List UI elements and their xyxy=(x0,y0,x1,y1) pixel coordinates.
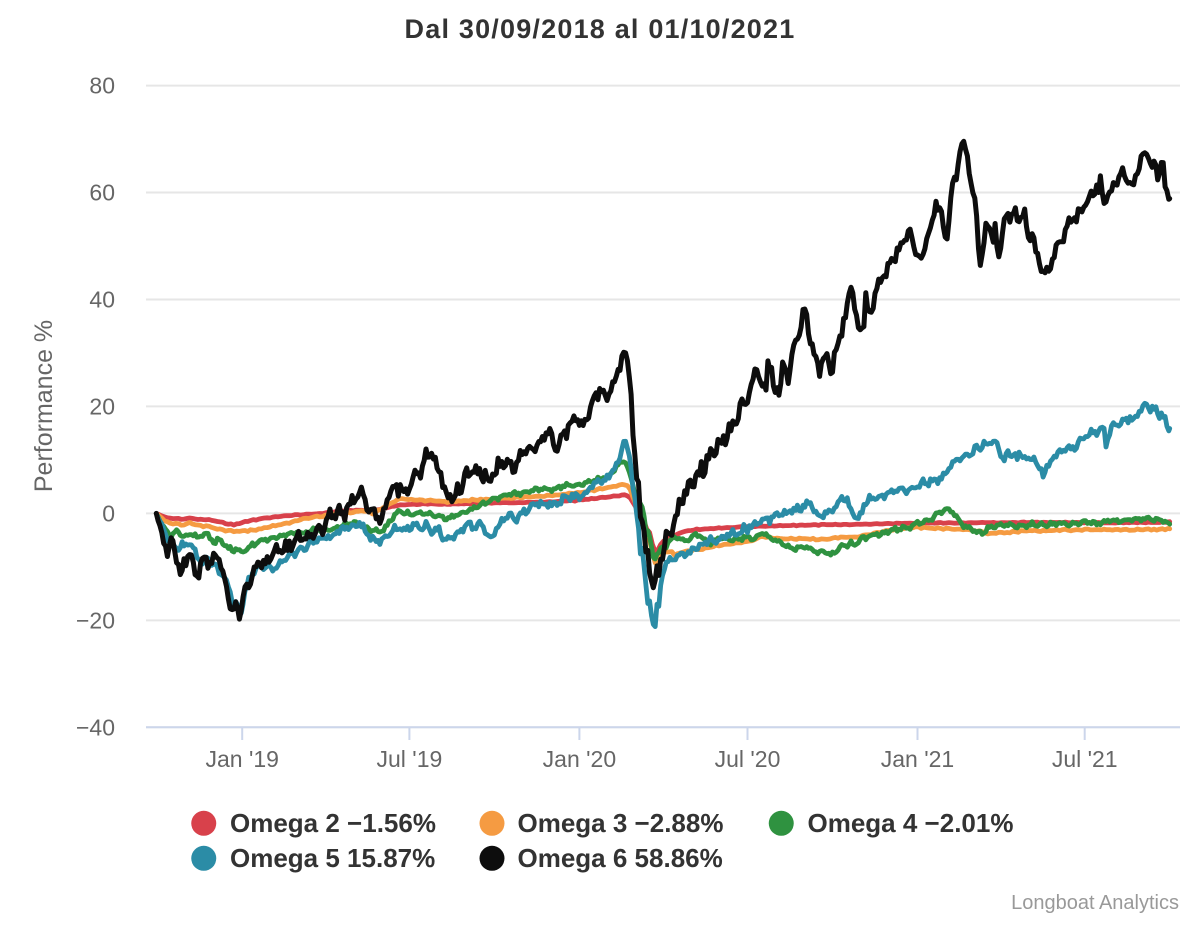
svg-text:Longboat Analytics: Longboat Analytics xyxy=(1011,892,1179,914)
svg-text:20: 20 xyxy=(89,393,115,419)
svg-text:80: 80 xyxy=(89,73,115,99)
svg-text:Jan '19: Jan '19 xyxy=(205,746,278,772)
svg-text:−40: −40 xyxy=(76,714,115,740)
svg-text:−20: −20 xyxy=(76,607,115,633)
svg-text:0: 0 xyxy=(102,500,115,526)
svg-text:Jul '20: Jul '20 xyxy=(715,746,781,772)
svg-text:Performance %: Performance % xyxy=(30,320,58,492)
svg-text:Omega 6 58.86%: Omega 6 58.86% xyxy=(518,843,723,873)
svg-text:Omega 4 −2.01%: Omega 4 −2.01% xyxy=(808,808,1014,838)
svg-text:Jan '20: Jan '20 xyxy=(543,746,616,772)
svg-text:60: 60 xyxy=(89,180,115,206)
svg-text:Jan '21: Jan '21 xyxy=(881,746,954,772)
svg-text:Dal 30/09/2018 al 01/10/2021: Dal 30/09/2018 al 01/10/2021 xyxy=(405,14,796,44)
svg-text:Jul '19: Jul '19 xyxy=(377,746,443,772)
svg-text:Omega 2 −1.56%: Omega 2 −1.56% xyxy=(230,808,436,838)
svg-text:Jul '21: Jul '21 xyxy=(1052,746,1118,772)
svg-text:Omega 5 15.87%: Omega 5 15.87% xyxy=(230,843,435,873)
svg-text:40: 40 xyxy=(89,287,115,313)
svg-text:Omega 3 −2.88%: Omega 3 −2.88% xyxy=(518,808,724,838)
